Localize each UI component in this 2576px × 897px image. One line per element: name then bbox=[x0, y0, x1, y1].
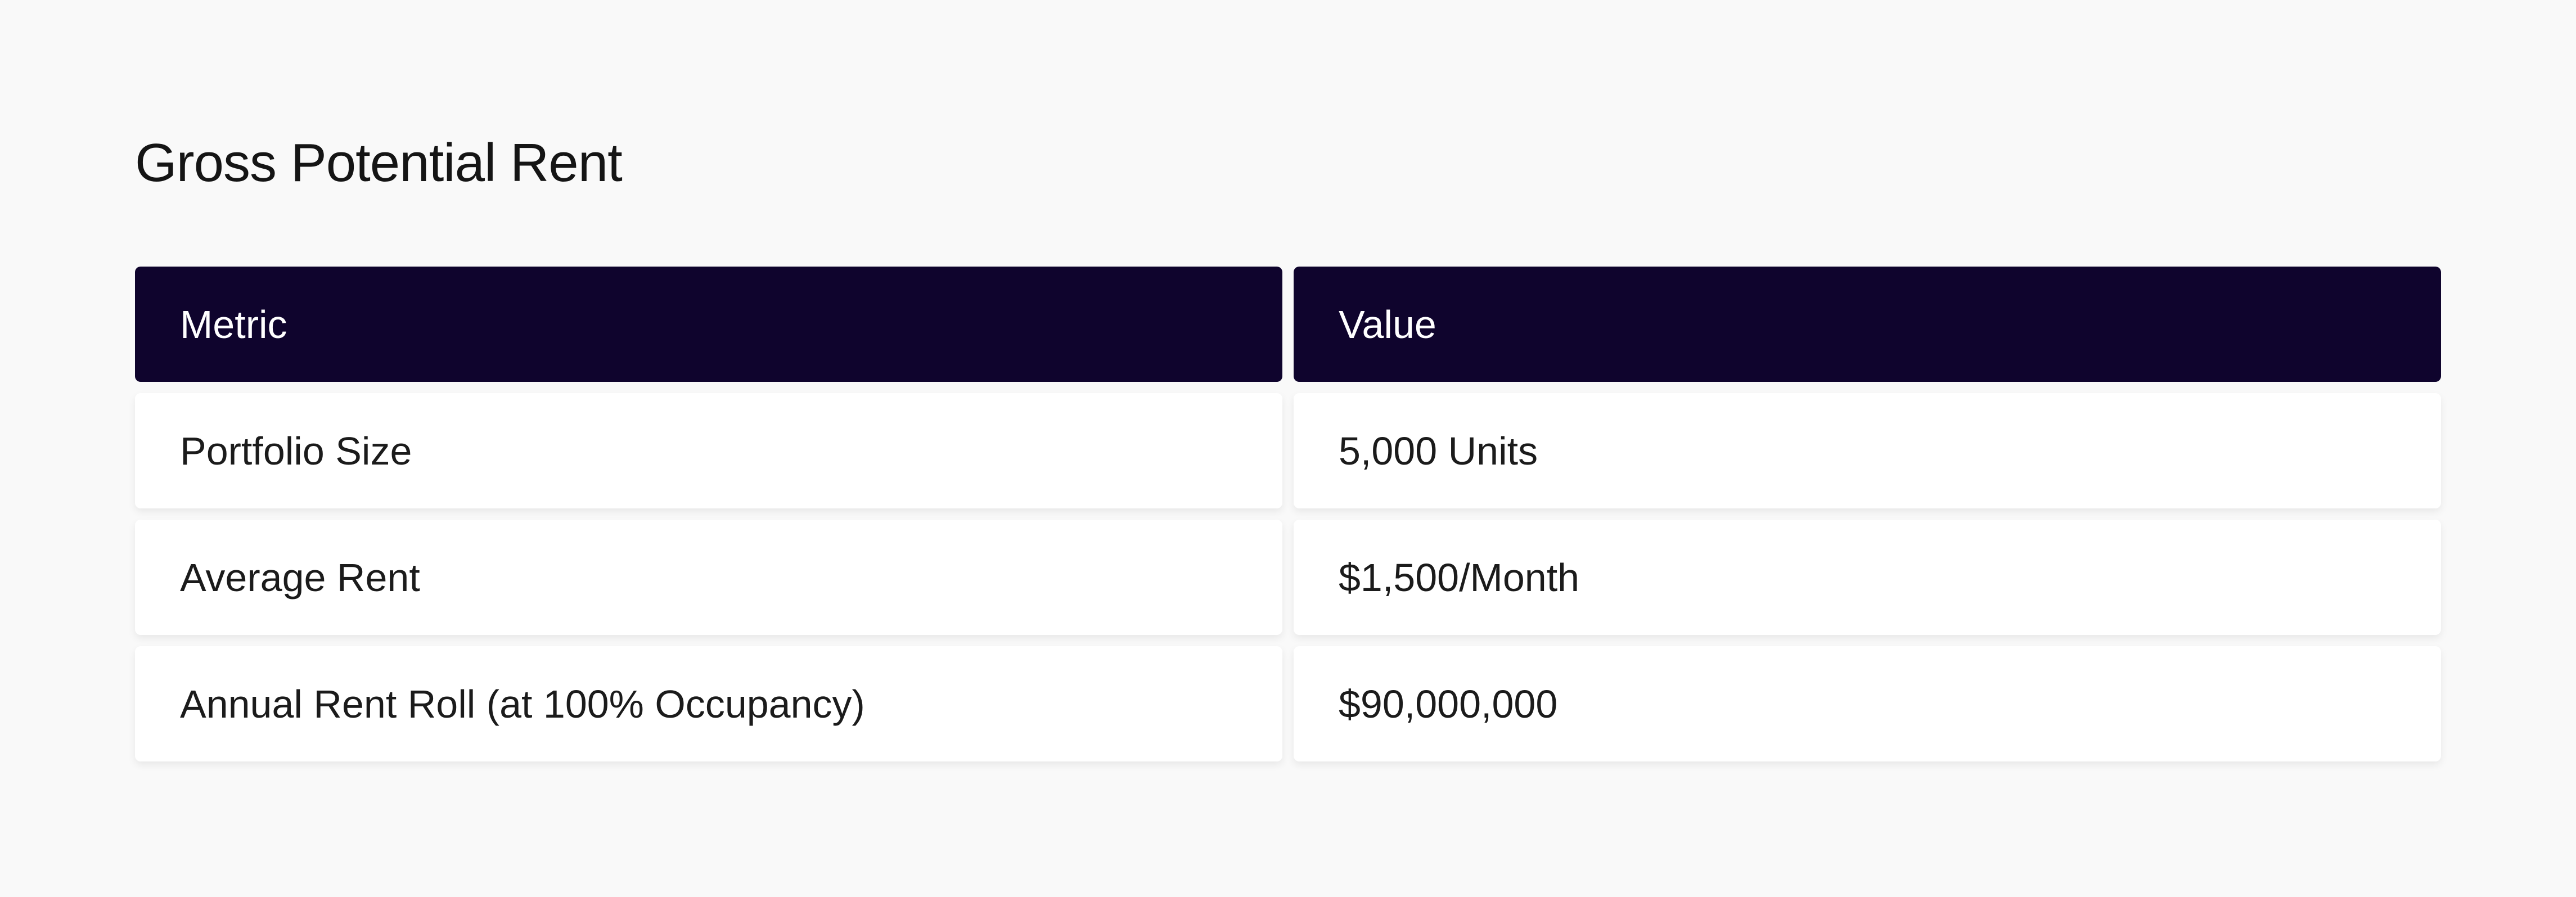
table-header-value: Value bbox=[1294, 267, 2441, 382]
table-cell-value-portfolio-size: 5,000 Units bbox=[1294, 393, 2441, 508]
table-cell-metric-annual-rent-roll: Annual Rent Roll (at 100% Occupancy) bbox=[135, 646, 1282, 761]
table-cell-value-average-rent: $1,500/Month bbox=[1294, 520, 2441, 635]
table-header-metric: Metric bbox=[135, 267, 1282, 382]
table-cell-metric-portfolio-size: Portfolio Size bbox=[135, 393, 1282, 508]
data-table: Metric Value Portfolio Size 5,000 Units … bbox=[135, 267, 2441, 761]
table-cell-metric-average-rent: Average Rent bbox=[135, 520, 1282, 635]
table-cell-value-annual-rent-roll: $90,000,000 bbox=[1294, 646, 2441, 761]
page-title: Gross Potential Rent bbox=[135, 133, 623, 193]
